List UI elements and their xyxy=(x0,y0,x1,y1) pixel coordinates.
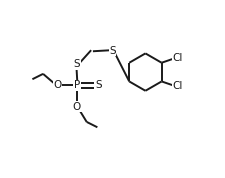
Text: O: O xyxy=(53,80,61,90)
Text: Cl: Cl xyxy=(172,81,183,91)
Text: S: S xyxy=(74,59,80,69)
Text: O: O xyxy=(73,102,81,112)
Text: S: S xyxy=(95,80,101,90)
Text: P: P xyxy=(74,80,80,90)
Text: S: S xyxy=(109,46,116,56)
Text: Cl: Cl xyxy=(172,53,183,63)
